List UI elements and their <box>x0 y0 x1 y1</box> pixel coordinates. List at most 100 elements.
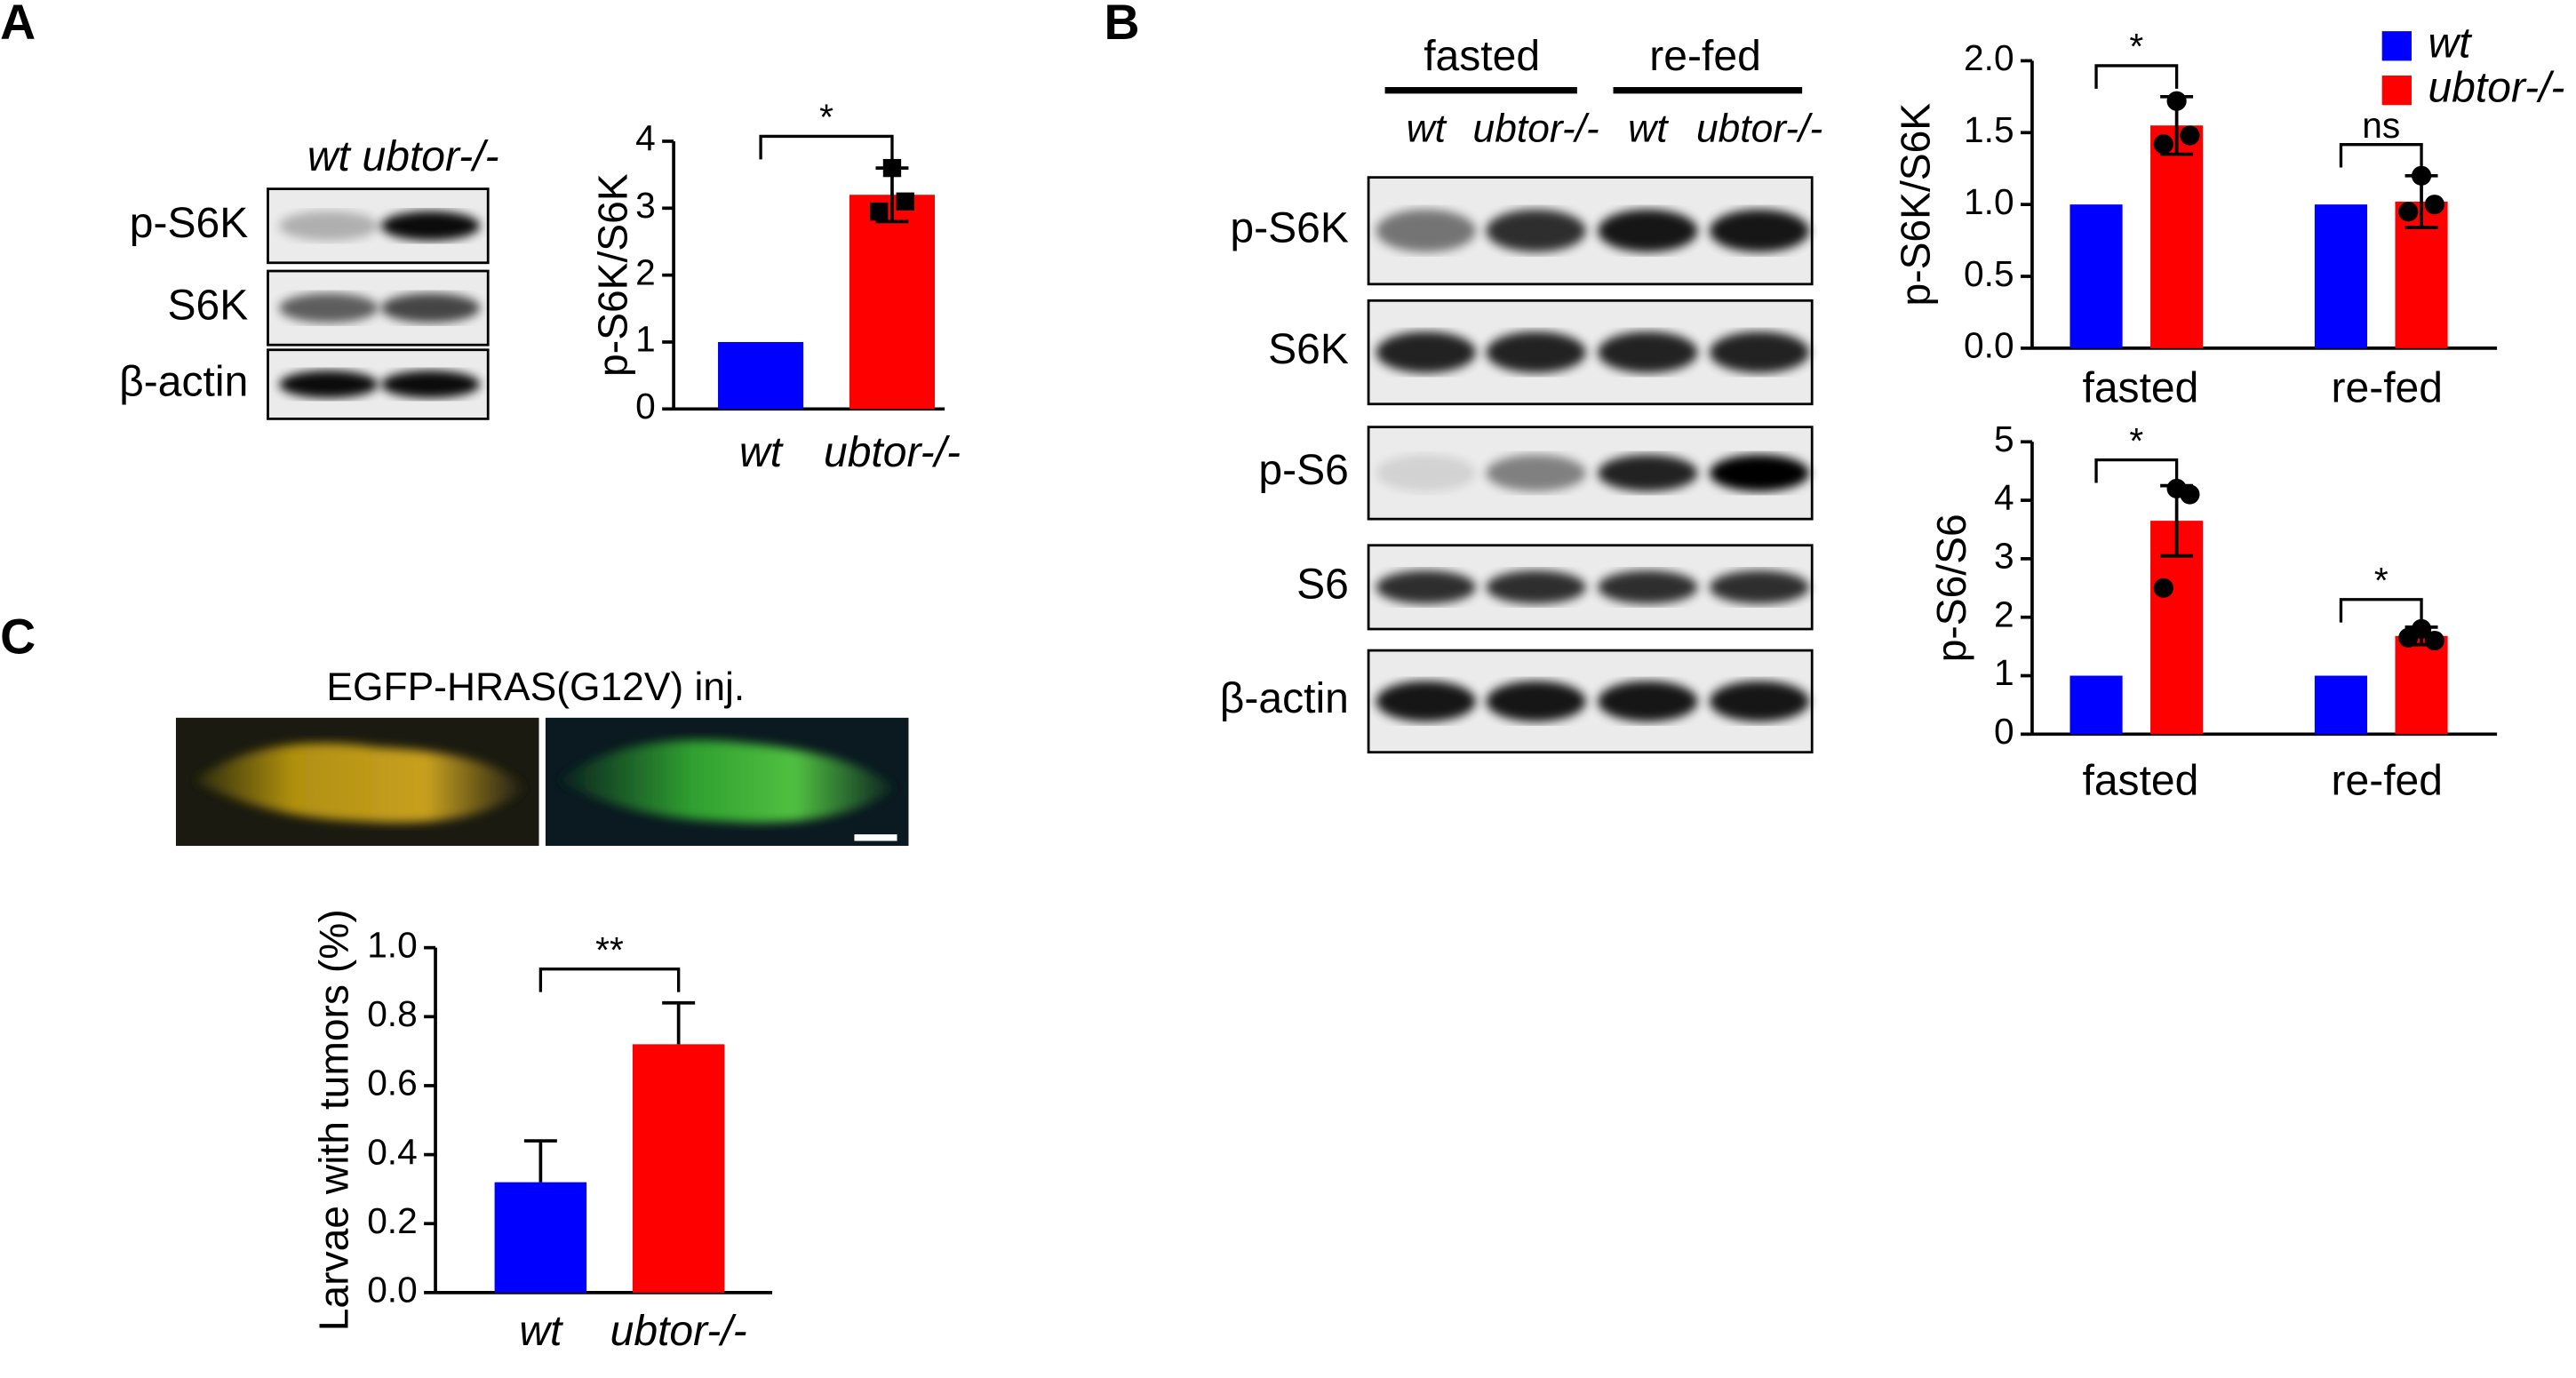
x-tick-label: fasted <box>2082 756 2198 804</box>
lane-label: wt <box>1407 108 1448 151</box>
y-axis-label: Larvae with tumors (%) <box>310 909 356 1331</box>
y-axis-label: p-S6K/S6K <box>590 173 636 377</box>
bar <box>2150 125 2204 348</box>
y-tick-label: 1 <box>1994 652 2014 693</box>
blot-band <box>1598 570 1698 604</box>
blot-band <box>279 211 379 241</box>
bar <box>849 195 936 410</box>
chart: 0 1 2 3 4 p-S6K/S6K wt ubtor-/- * <box>590 97 961 476</box>
y-tick-label: 2.0 <box>1964 37 2014 78</box>
legend-swatch <box>2381 76 2412 106</box>
blot-band <box>1709 209 1810 252</box>
blot-row-label: β-actin <box>119 357 248 405</box>
blot-band <box>1598 454 1698 492</box>
x-tick-label: ubtor-/- <box>824 428 961 476</box>
y-tick-label: 5 <box>1994 418 2014 459</box>
y-tick-label: 0.6 <box>367 1063 418 1103</box>
bar <box>2070 204 2123 348</box>
significance-bracket <box>2094 64 2179 89</box>
y-tick-label: 2 <box>635 251 656 292</box>
significance-bracket <box>759 134 894 160</box>
x-tick-label: re-fed <box>2331 756 2443 804</box>
bar <box>632 1044 725 1293</box>
blot-row-label: S6 <box>1296 561 1349 609</box>
lane-label: wt <box>1628 108 1669 151</box>
data-point <box>2424 630 2444 651</box>
x-tick-label: re-fed <box>2331 364 2443 412</box>
blot-row-label: p-S6 <box>1258 446 1349 494</box>
blot-row-label: β-actin <box>1220 674 1349 722</box>
blot-band <box>1486 681 1586 722</box>
y-tick-label: 0 <box>1994 711 2014 752</box>
chart: 0.0 0.5 1.0 1.5 2.0 p-S6K/S6K fasted re-fed * nsw… <box>1893 19 2565 411</box>
group-label: re-fed <box>1649 32 1761 80</box>
y-tick-label: 0.8 <box>367 993 418 1034</box>
lane-label: wt <box>307 132 353 180</box>
y-tick-label: 3 <box>1994 536 2014 577</box>
blot-band <box>380 211 481 241</box>
blot-row-label: p-S6K <box>1230 203 1349 251</box>
y-tick-label: 4 <box>635 118 656 159</box>
bar <box>2314 675 2368 735</box>
significance-label: ** <box>595 929 624 970</box>
y-tick-label: 1.0 <box>1964 181 2014 222</box>
blot-band <box>1486 331 1586 373</box>
blot-band <box>1598 681 1698 722</box>
data-point <box>2153 577 2173 598</box>
bar <box>2314 204 2368 348</box>
y-tick-label: 0 <box>635 386 656 426</box>
data-point <box>870 202 889 221</box>
legend-swatch <box>2381 31 2412 61</box>
significance-label: * <box>2374 560 2389 601</box>
y-tick-label: 0.5 <box>1964 253 2014 294</box>
blot-band <box>1598 331 1698 373</box>
data-point <box>2398 202 2419 222</box>
group-label: fasted <box>1424 32 1540 80</box>
blot-band <box>1376 681 1476 722</box>
significance-bracket <box>538 968 681 992</box>
y-tick-label: 4 <box>1994 477 2014 518</box>
legend-label: ubtor-/- <box>2428 63 2564 111</box>
x-tick-label: fasted <box>2082 364 2198 412</box>
data-point <box>882 158 902 178</box>
data-point <box>2424 195 2444 215</box>
blot-band <box>1376 570 1476 604</box>
data-point <box>896 192 914 211</box>
blot-band <box>1709 681 1810 722</box>
blot-band <box>1486 209 1586 252</box>
blot-row-label: p-S6K <box>130 199 249 247</box>
chart: 0 1 2 3 4 5 p-S6/S6 fasted re-fed * * <box>1928 418 2498 804</box>
bar <box>494 1182 587 1293</box>
blot-band <box>1376 454 1476 492</box>
lane-label: ubtor-/- <box>1473 108 1599 151</box>
y-tick-label: 1.5 <box>1964 109 2014 150</box>
y-tick-label: 0.4 <box>367 1131 418 1172</box>
y-tick-label: 1.0 <box>367 924 418 965</box>
bar <box>718 341 804 410</box>
blot-band <box>380 292 481 323</box>
y-axis-label: p-S6/S6 <box>1928 514 1974 662</box>
data-point <box>2180 125 2200 146</box>
panel-letter: C <box>0 609 36 665</box>
bar <box>2395 635 2448 735</box>
x-tick-label: wt <box>519 1307 564 1355</box>
panel-letter: A <box>0 0 36 50</box>
blot-band <box>1376 209 1476 252</box>
data-point <box>2180 484 2200 505</box>
significance-label: * <box>2129 420 2143 461</box>
panel-title: EGFP-HRAS(G12V) inj. <box>326 665 745 709</box>
y-tick-label: 0.2 <box>367 1200 418 1241</box>
blot-band <box>1709 570 1810 604</box>
blot-band <box>1709 331 1810 373</box>
significance-bracket <box>2339 143 2423 168</box>
data-point <box>2153 134 2173 155</box>
blot-row-label: S6K <box>1268 325 1349 373</box>
blot-band <box>279 292 379 323</box>
significance-bracket <box>2094 458 2179 483</box>
data-point <box>2411 165 2432 186</box>
blot-band <box>1709 454 1810 492</box>
y-tick-label: 2 <box>1994 593 2014 634</box>
y-tick-label: 0.0 <box>1964 325 2014 366</box>
